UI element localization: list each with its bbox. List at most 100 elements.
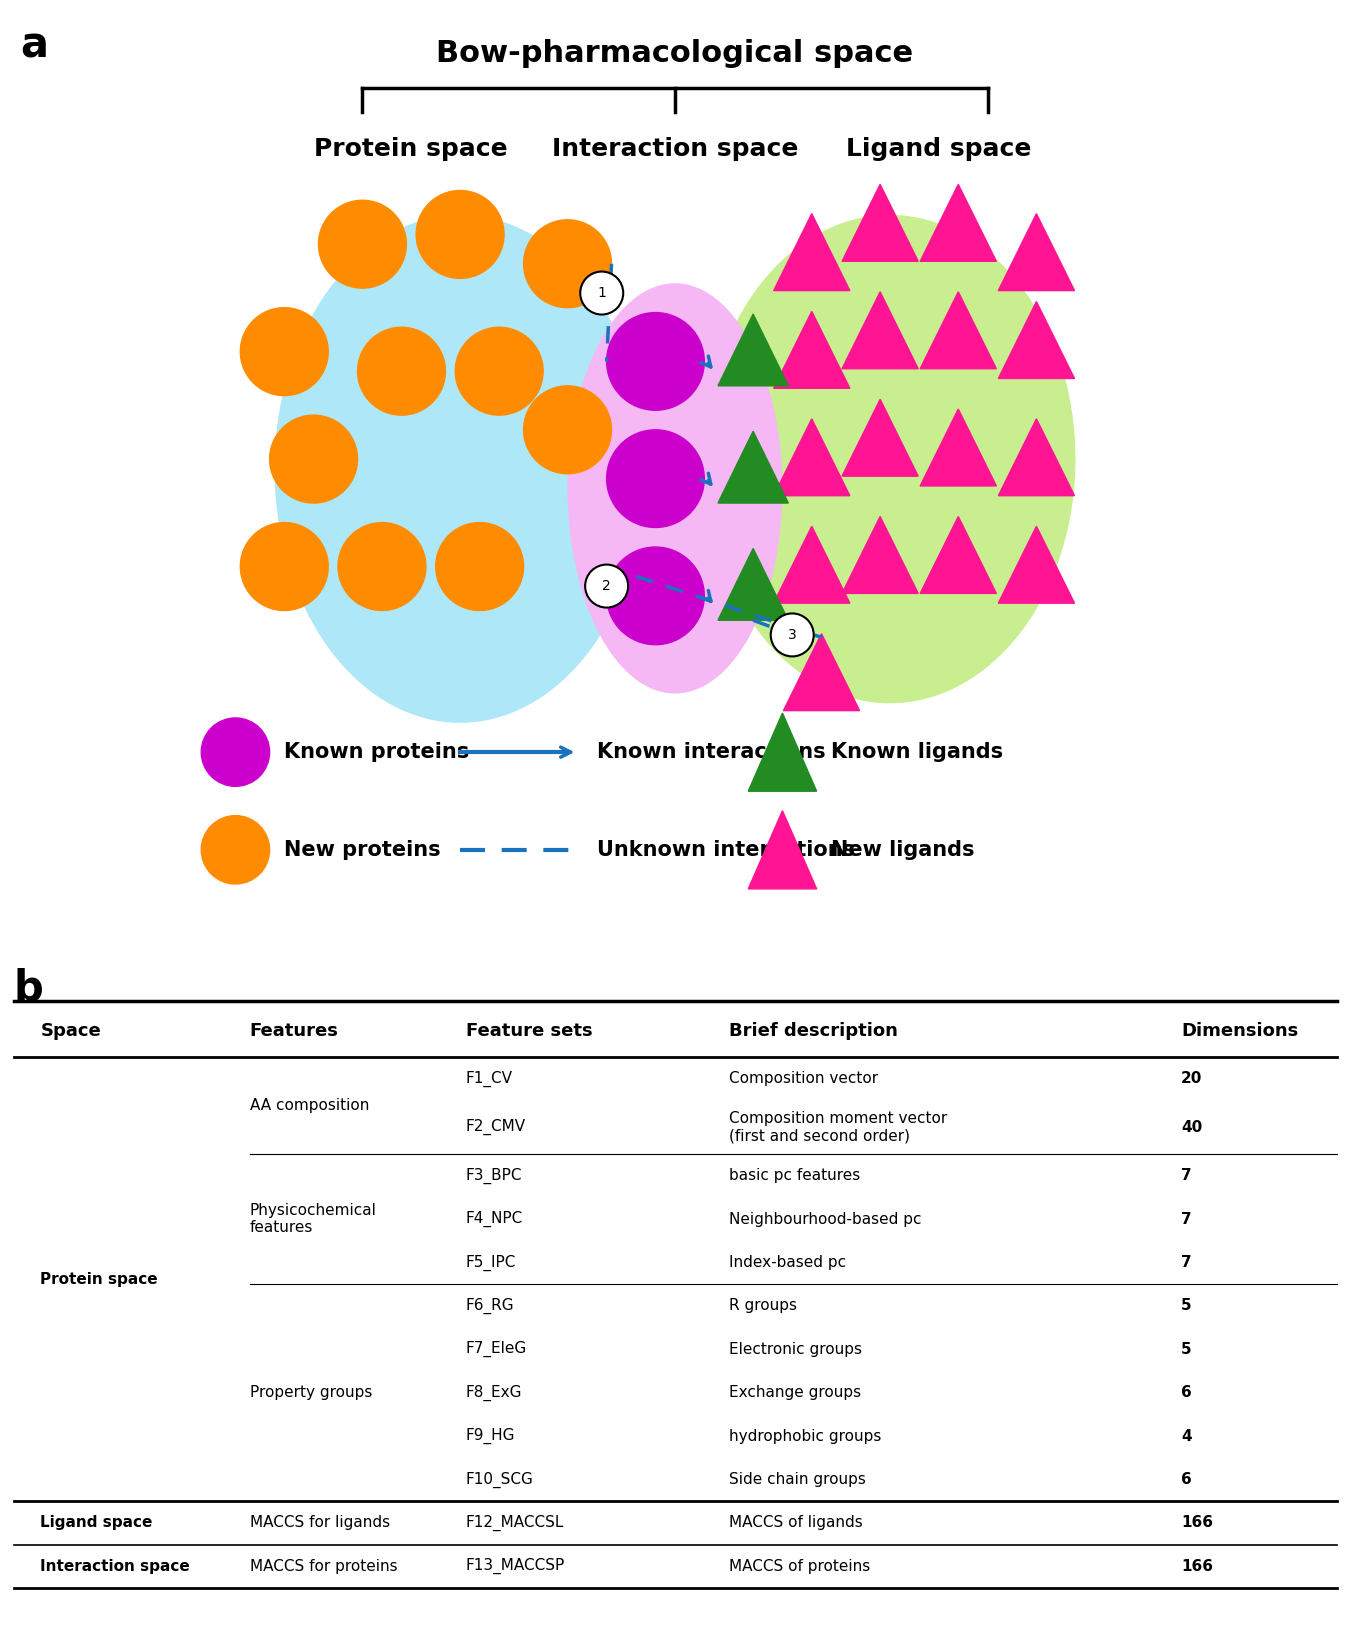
Text: Exchange groups: Exchange groups — [729, 1385, 861, 1400]
Text: Composition moment vector
(first and second order): Composition moment vector (first and sec… — [729, 1112, 948, 1143]
Text: F2_CMV: F2_CMV — [466, 1120, 526, 1135]
Polygon shape — [783, 633, 860, 710]
Polygon shape — [921, 409, 996, 487]
Text: F12_MACCSL: F12_MACCSL — [466, 1514, 564, 1530]
Text: F4_NPC: F4_NPC — [466, 1211, 522, 1228]
Text: Known proteins: Known proteins — [285, 742, 470, 762]
Text: 7: 7 — [1181, 1255, 1192, 1270]
Text: 7: 7 — [1181, 1169, 1192, 1184]
Polygon shape — [998, 526, 1075, 604]
Polygon shape — [718, 431, 788, 503]
Text: MACCS of proteins: MACCS of proteins — [729, 1558, 871, 1574]
Circle shape — [436, 523, 524, 610]
Polygon shape — [842, 291, 918, 370]
Text: Protein space: Protein space — [40, 1271, 158, 1286]
Polygon shape — [774, 213, 850, 290]
Text: 1: 1 — [597, 287, 606, 300]
Polygon shape — [718, 549, 788, 620]
Text: AA composition: AA composition — [250, 1099, 369, 1114]
Polygon shape — [998, 213, 1075, 290]
Text: Property groups: Property groups — [250, 1385, 373, 1400]
Text: b: b — [14, 967, 43, 1009]
Polygon shape — [748, 713, 817, 791]
Text: MACCS for proteins: MACCS for proteins — [250, 1558, 397, 1574]
Text: Unknown interactions: Unknown interactions — [597, 840, 855, 860]
Circle shape — [580, 272, 624, 314]
Polygon shape — [774, 418, 850, 497]
Ellipse shape — [274, 215, 645, 723]
Text: 40: 40 — [1181, 1120, 1203, 1135]
Circle shape — [201, 816, 270, 884]
Polygon shape — [921, 184, 996, 260]
Text: Brief description: Brief description — [729, 1022, 898, 1040]
Text: a: a — [20, 24, 49, 67]
Circle shape — [201, 718, 270, 786]
Polygon shape — [842, 399, 918, 477]
Text: 2: 2 — [602, 580, 612, 593]
Text: 7: 7 — [1181, 1211, 1192, 1226]
Text: Feature sets: Feature sets — [466, 1022, 593, 1040]
Text: 166: 166 — [1181, 1516, 1214, 1530]
Text: F9_HG: F9_HG — [466, 1428, 516, 1444]
Polygon shape — [998, 418, 1075, 497]
Text: MACCS for ligands: MACCS for ligands — [250, 1516, 390, 1530]
Text: New ligands: New ligands — [832, 840, 975, 860]
Ellipse shape — [567, 283, 783, 694]
Text: 20: 20 — [1181, 1071, 1203, 1086]
Text: Index-based pc: Index-based pc — [729, 1255, 846, 1270]
Text: F5_IPC: F5_IPC — [466, 1255, 516, 1271]
Polygon shape — [998, 301, 1075, 379]
Text: Space: Space — [40, 1022, 101, 1040]
Text: Known interactions: Known interactions — [597, 742, 825, 762]
Text: Physicochemical
features: Physicochemical features — [250, 1203, 377, 1236]
Text: Protein space: Protein space — [315, 137, 508, 161]
Polygon shape — [774, 526, 850, 604]
Text: Features: Features — [250, 1022, 339, 1040]
Circle shape — [606, 430, 705, 527]
Text: Electronic groups: Electronic groups — [729, 1341, 863, 1356]
Text: 5: 5 — [1181, 1341, 1192, 1356]
Text: Composition vector: Composition vector — [729, 1071, 878, 1086]
Text: New proteins: New proteins — [285, 840, 441, 860]
Text: 6: 6 — [1181, 1472, 1192, 1486]
Circle shape — [606, 313, 705, 410]
Circle shape — [524, 220, 612, 308]
Text: 166: 166 — [1181, 1558, 1214, 1574]
Text: Ligand space: Ligand space — [40, 1516, 153, 1530]
Polygon shape — [718, 314, 788, 386]
Text: Dimensions: Dimensions — [1181, 1022, 1299, 1040]
Text: Known ligands: Known ligands — [832, 742, 1003, 762]
Circle shape — [771, 614, 814, 656]
Polygon shape — [748, 811, 817, 889]
Circle shape — [606, 547, 705, 645]
Circle shape — [585, 565, 628, 607]
Text: Side chain groups: Side chain groups — [729, 1472, 865, 1486]
Text: Ligand space: Ligand space — [846, 137, 1031, 161]
Text: F3_BPC: F3_BPC — [466, 1167, 522, 1184]
Circle shape — [240, 308, 328, 396]
Text: F8_ExG: F8_ExG — [466, 1384, 522, 1400]
Text: F6_RG: F6_RG — [466, 1298, 514, 1314]
Circle shape — [455, 327, 543, 415]
Polygon shape — [842, 516, 918, 593]
Circle shape — [358, 327, 446, 415]
Text: R groups: R groups — [729, 1299, 796, 1314]
Text: Interaction space: Interaction space — [40, 1558, 190, 1574]
Circle shape — [240, 523, 328, 610]
Text: Bow-pharmacological space: Bow-pharmacological space — [436, 39, 914, 68]
Text: F1_CV: F1_CV — [466, 1071, 513, 1088]
Polygon shape — [921, 516, 996, 593]
Circle shape — [524, 386, 612, 474]
Polygon shape — [921, 291, 996, 370]
Polygon shape — [774, 311, 850, 389]
Circle shape — [416, 190, 504, 278]
Text: F10_SCG: F10_SCG — [466, 1472, 533, 1488]
Circle shape — [338, 523, 425, 610]
Circle shape — [319, 200, 406, 288]
Text: Neighbourhood-based pc: Neighbourhood-based pc — [729, 1211, 922, 1226]
Polygon shape — [842, 184, 918, 260]
Text: 5: 5 — [1181, 1299, 1192, 1314]
Text: hydrophobic groups: hydrophobic groups — [729, 1429, 882, 1444]
Text: basic pc features: basic pc features — [729, 1169, 860, 1184]
Ellipse shape — [705, 215, 1076, 703]
